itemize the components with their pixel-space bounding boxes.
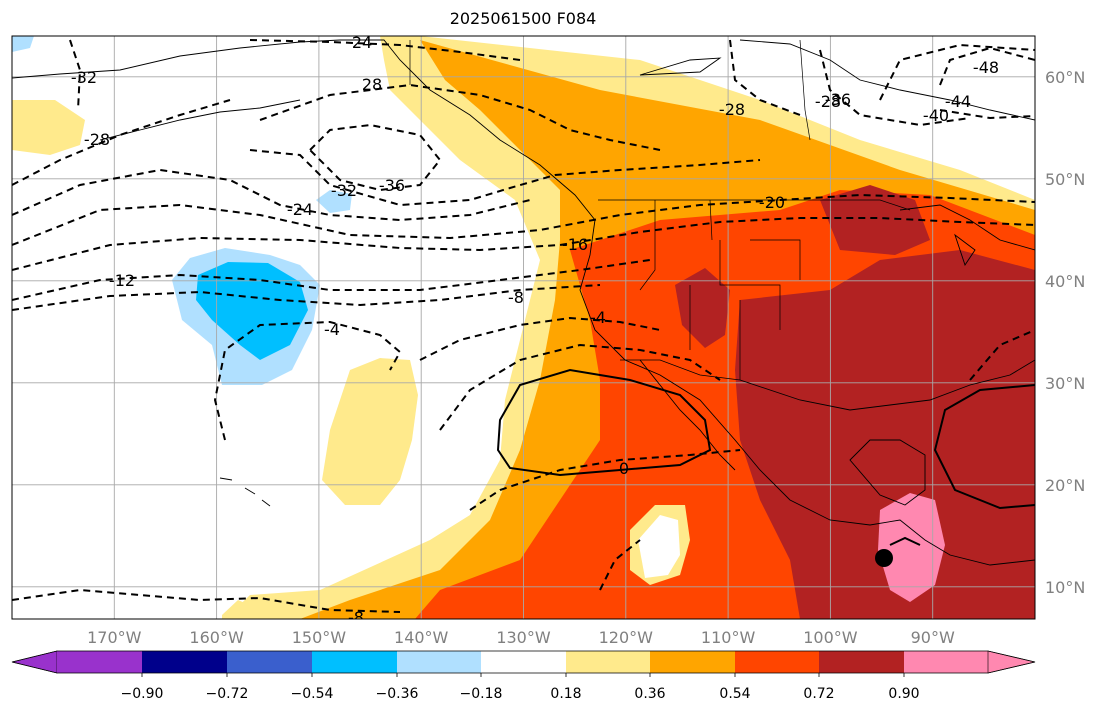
colorbar-segment <box>397 651 481 673</box>
longitude-label: 150°W <box>292 628 347 647</box>
longitude-label: 120°W <box>599 628 654 647</box>
latitude-label: 30°N <box>1045 374 1085 393</box>
longitude-label: 170°W <box>87 628 142 647</box>
contour-label: 28 <box>362 75 382 94</box>
colorbar-outline <box>11 650 1036 674</box>
contour-label: -4 <box>324 320 340 339</box>
colorbar-tick-label: −0.36 <box>376 686 419 702</box>
colorbar-segment <box>819 651 904 673</box>
colorbar-segment <box>11 650 58 674</box>
longitude-label: 160°W <box>189 628 244 647</box>
colorbar-segment <box>142 651 227 673</box>
contour-label: -32 <box>71 68 97 87</box>
longitude-label: 140°W <box>394 628 449 647</box>
contour-label: -28 <box>719 100 745 119</box>
colorbar-tick-label: 0.54 <box>719 686 750 702</box>
colorbar-tick-label: 0.72 <box>803 686 834 702</box>
colorbar-tick-label: −0.54 <box>291 686 334 702</box>
colorbar-tick-label: 0.90 <box>888 686 919 702</box>
graticule <box>12 36 1035 619</box>
contour-label: -32 <box>331 181 357 200</box>
height-contours <box>12 39 1035 613</box>
contour-label: -36 <box>379 176 405 195</box>
contour-label: -48 <box>973 58 999 77</box>
colorbar-segment <box>57 651 142 673</box>
contour-label: -44 <box>945 92 971 111</box>
contour-label: -20 <box>759 193 785 212</box>
zero-contours <box>496 368 1035 546</box>
colorbar-tick-label: 0.36 <box>634 686 665 702</box>
colorbar-segment <box>312 651 397 673</box>
colorbar-tick-label: −0.90 <box>121 686 164 702</box>
longitude-label: 90°W <box>911 628 955 647</box>
latitude-label: 20°N <box>1045 476 1085 495</box>
map-title: 2025061500 F084 <box>449 9 597 28</box>
contour-label: -4 <box>590 308 606 327</box>
latitude-label: 50°N <box>1045 170 1085 189</box>
filled-field-negative <box>12 36 352 385</box>
contour-label: -24 <box>287 200 313 219</box>
colorbar-segment <box>227 651 312 673</box>
colorbar-tick-label: 0.18 <box>550 686 581 702</box>
contour-label: 24 <box>352 33 372 52</box>
contour-labels: 24-32-2828-28-36-32-24-12-20-16-8-4-40-8… <box>71 33 999 627</box>
colorbar-segment <box>566 651 650 673</box>
latitude-label: 60°N <box>1045 68 1085 87</box>
latitude-label: 10°N <box>1045 578 1085 597</box>
contour-label: -40 <box>923 106 949 125</box>
longitude-label: 110°W <box>701 628 756 647</box>
contour-label: -12 <box>109 271 135 290</box>
contour-label: -8 <box>508 288 524 307</box>
longitude-labels: 170°W 160°W 150°W 140°W 130°W 120°W 110°W 100°W… <box>87 628 955 647</box>
political-borders <box>409 39 911 381</box>
contour-label: -28 <box>815 92 841 111</box>
latitude-label: 40°N <box>1045 272 1085 291</box>
location-marker <box>875 549 893 567</box>
colorbar-segment <box>735 651 819 673</box>
colorbar-segment <box>481 651 566 673</box>
longitude-label: 100°W <box>803 628 858 647</box>
filled-field-positive <box>12 36 1035 619</box>
contour-label: -28 <box>84 130 110 149</box>
colorbar-tick-label: −0.18 <box>460 686 503 702</box>
map-area: 24-32-2828-28-36-32-24-12-20-16-8-4-40-8… <box>12 33 1035 627</box>
map-frame <box>11 35 1036 620</box>
longitude-label: 130°W <box>496 628 551 647</box>
contour-label: -8 <box>348 608 364 627</box>
contour-label: -16 <box>562 235 588 254</box>
colorbar-tick-label: −0.72 <box>206 686 249 702</box>
contour-label: -36 <box>825 90 851 109</box>
colorbar-segment <box>987 650 1036 674</box>
colorbar-segment <box>904 651 988 673</box>
colorbar: −0.90 −0.72 −0.54 −0.36 −0.18 0.18 0.36 0.54 0.7… <box>11 650 1036 702</box>
contour-label: 0 <box>619 459 629 478</box>
colorbar-segment <box>650 651 735 673</box>
latitude-labels: 60°N 50°N 40°N 30°N 20°N 10°N <box>1045 68 1085 597</box>
